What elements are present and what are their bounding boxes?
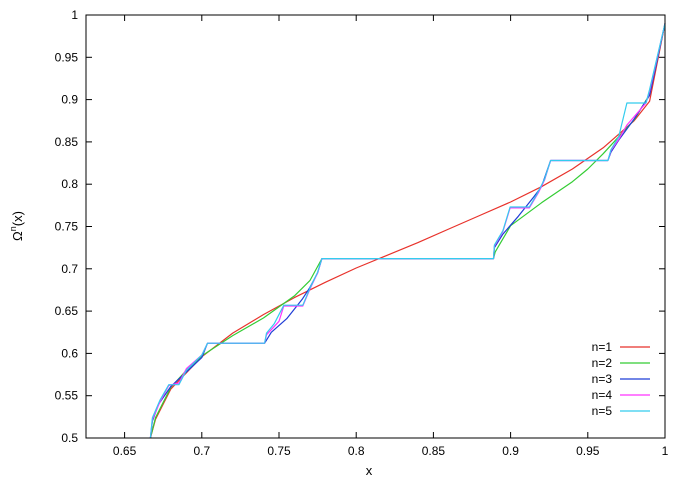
legend: n=1 n=2 n=3 n=4 n=5 — [592, 340, 650, 418]
x-axis-label: x — [366, 463, 373, 478]
y-tick-label: 0.55 — [55, 389, 79, 403]
y-tick-label: 0.75 — [55, 220, 79, 234]
y-tick-label: 0.65 — [55, 304, 79, 318]
x-tick-label: 0.95 — [576, 444, 600, 458]
series-line-n=1 — [149, 23, 666, 439]
x-tick-label: 0.7 — [193, 444, 210, 458]
legend-label: n=2 — [592, 356, 613, 370]
y-tick-label: 0.6 — [61, 346, 78, 360]
series-line-n=2 — [149, 23, 666, 439]
y-tick-label: 1 — [71, 8, 78, 22]
y-tick-label: 0.9 — [61, 93, 78, 107]
x-tick-label: 0.9 — [502, 444, 519, 458]
legend-label: n=1 — [592, 340, 613, 354]
y-axis-label: Ωn(x) — [8, 211, 25, 241]
legend-label: n=5 — [592, 404, 613, 418]
x-tick-label: 0.85 — [422, 444, 446, 458]
y-tick-label: 0.8 — [61, 177, 78, 191]
legend-label: n=4 — [592, 388, 613, 402]
series-line-n=3 — [149, 23, 666, 439]
y-tick-label: 0.7 — [61, 262, 78, 276]
y-tick-label: 0.5 — [61, 431, 78, 445]
x-tick-label: 0.75 — [267, 444, 291, 458]
y-tick-label: 0.85 — [55, 135, 79, 149]
y-tick-label: 0.95 — [55, 50, 79, 64]
legend-label: n=3 — [592, 372, 613, 386]
x-tick-label: 1 — [662, 444, 669, 458]
series-line-n=4 — [149, 23, 666, 439]
series-line-n=5 — [149, 23, 666, 439]
plot-frame — [85, 14, 666, 439]
axis-ticks: 0.65 0.7 0.75 0.8 0.85 0.9 0.95 1 0.5 0.55 0.6 0.65… — [55, 8, 669, 458]
plot-series — [149, 23, 666, 439]
x-tick-label: 0.65 — [113, 444, 137, 458]
x-tick-label: 0.8 — [348, 444, 365, 458]
